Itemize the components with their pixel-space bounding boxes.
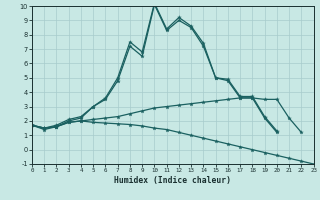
X-axis label: Humidex (Indice chaleur): Humidex (Indice chaleur): [114, 176, 231, 185]
